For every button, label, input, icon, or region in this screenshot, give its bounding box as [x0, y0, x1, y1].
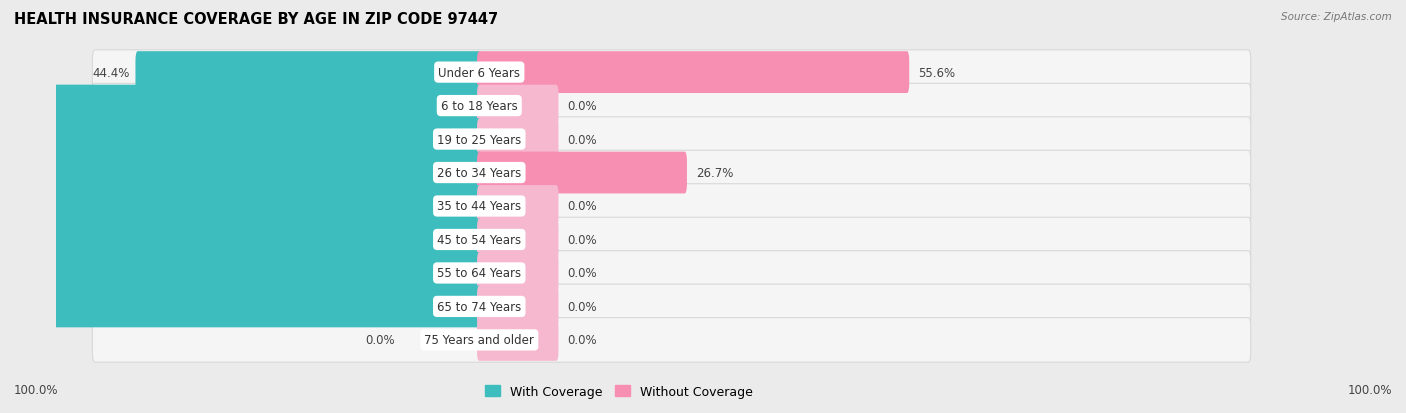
Text: 26 to 34 Years: 26 to 34 Years: [437, 166, 522, 180]
Text: 45 to 54 Years: 45 to 54 Years: [437, 233, 522, 247]
FancyBboxPatch shape: [477, 252, 558, 294]
FancyBboxPatch shape: [0, 286, 482, 328]
Text: 65 to 74 Years: 65 to 74 Years: [437, 300, 522, 313]
Text: 0.0%: 0.0%: [568, 200, 598, 213]
Text: 0.0%: 0.0%: [568, 100, 598, 113]
Text: 26.7%: 26.7%: [696, 166, 734, 180]
FancyBboxPatch shape: [93, 251, 1251, 295]
Text: 0.0%: 0.0%: [568, 300, 598, 313]
Text: Source: ZipAtlas.com: Source: ZipAtlas.com: [1281, 12, 1392, 22]
FancyBboxPatch shape: [93, 151, 1251, 195]
FancyBboxPatch shape: [477, 52, 910, 94]
Text: HEALTH INSURANCE COVERAGE BY AGE IN ZIP CODE 97447: HEALTH INSURANCE COVERAGE BY AGE IN ZIP …: [14, 12, 498, 27]
FancyBboxPatch shape: [477, 85, 558, 127]
FancyBboxPatch shape: [93, 51, 1251, 95]
FancyBboxPatch shape: [0, 152, 482, 194]
FancyBboxPatch shape: [93, 218, 1251, 262]
FancyBboxPatch shape: [477, 219, 558, 261]
FancyBboxPatch shape: [93, 318, 1251, 362]
FancyBboxPatch shape: [477, 185, 558, 228]
FancyBboxPatch shape: [0, 185, 482, 228]
Text: 75 Years and older: 75 Years and older: [425, 334, 534, 347]
FancyBboxPatch shape: [0, 252, 482, 294]
Text: 55 to 64 Years: 55 to 64 Years: [437, 267, 522, 280]
FancyBboxPatch shape: [93, 118, 1251, 162]
FancyBboxPatch shape: [135, 52, 482, 94]
Text: 35 to 44 Years: 35 to 44 Years: [437, 200, 522, 213]
Text: 0.0%: 0.0%: [366, 334, 395, 347]
FancyBboxPatch shape: [477, 119, 558, 161]
FancyBboxPatch shape: [93, 285, 1251, 329]
Text: 0.0%: 0.0%: [568, 267, 598, 280]
Text: Under 6 Years: Under 6 Years: [439, 66, 520, 79]
Text: 6 to 18 Years: 6 to 18 Years: [441, 100, 517, 113]
Legend: With Coverage, Without Coverage: With Coverage, Without Coverage: [485, 385, 752, 398]
FancyBboxPatch shape: [477, 319, 558, 361]
Text: 100.0%: 100.0%: [14, 384, 59, 396]
FancyBboxPatch shape: [0, 219, 482, 261]
Text: 44.4%: 44.4%: [93, 66, 131, 79]
FancyBboxPatch shape: [0, 119, 482, 161]
Text: 100.0%: 100.0%: [1347, 384, 1392, 396]
FancyBboxPatch shape: [93, 184, 1251, 229]
Text: 0.0%: 0.0%: [568, 334, 598, 347]
FancyBboxPatch shape: [477, 286, 558, 328]
FancyBboxPatch shape: [477, 152, 688, 194]
FancyBboxPatch shape: [93, 84, 1251, 128]
Text: 0.0%: 0.0%: [568, 133, 598, 146]
FancyBboxPatch shape: [0, 85, 482, 127]
Text: 19 to 25 Years: 19 to 25 Years: [437, 133, 522, 146]
Text: 0.0%: 0.0%: [568, 233, 598, 247]
Text: 55.6%: 55.6%: [918, 66, 956, 79]
